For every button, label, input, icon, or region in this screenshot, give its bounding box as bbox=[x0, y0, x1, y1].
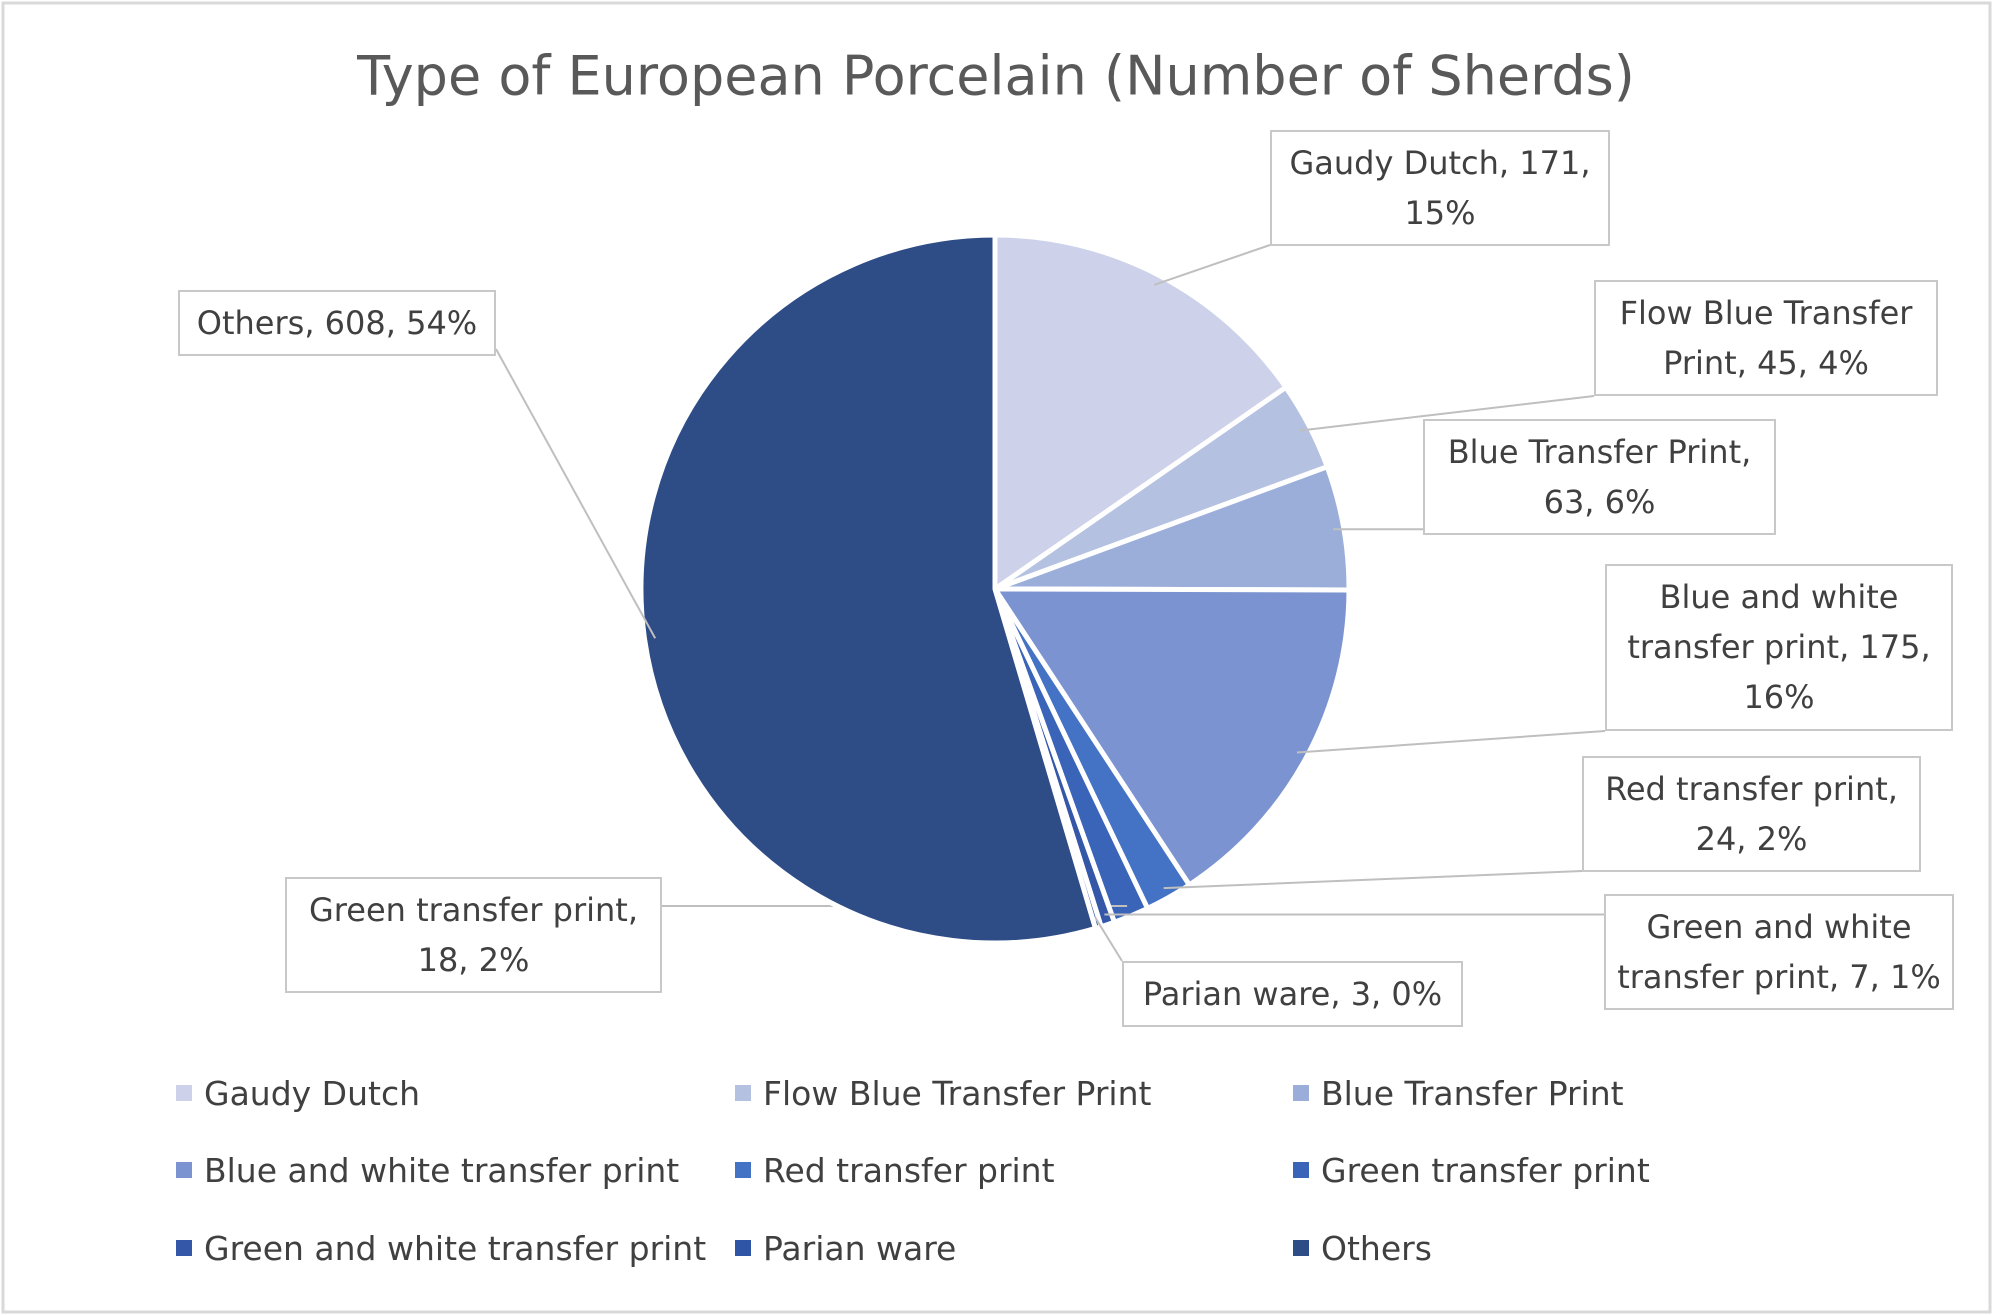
legend-label: Others bbox=[1321, 1229, 1432, 1268]
legend-entry: Green and white transfer print bbox=[176, 1229, 706, 1268]
legend-swatch bbox=[176, 1161, 192, 1178]
data-label: Green and white transfer print, 7, 1% bbox=[1604, 894, 1954, 1010]
pie-slice bbox=[638, 232, 1099, 946]
data-label: Green transfer print, 18, 2% bbox=[285, 877, 662, 993]
leader-line bbox=[1296, 730, 1606, 754]
legend-swatch bbox=[1293, 1084, 1309, 1101]
data-label: Blue Transfer Print, 63, 6% bbox=[1423, 419, 1776, 535]
legend-entry: Others bbox=[1293, 1229, 1432, 1268]
legend-label: Red transfer print bbox=[763, 1151, 1055, 1190]
legend-swatch bbox=[1293, 1239, 1309, 1256]
leader-line bbox=[1163, 870, 1583, 890]
data-label: Parian ware, 3, 0% bbox=[1122, 961, 1463, 1027]
data-label: Gaudy Dutch, 171, 15% bbox=[1270, 130, 1610, 246]
legend-label: Green transfer print bbox=[1321, 1151, 1650, 1190]
chart-title: Type of European Porcelain (Number of Sh… bbox=[356, 45, 1635, 108]
legend-entry: Gaudy Dutch bbox=[176, 1074, 420, 1113]
legend-entry: Blue Transfer Print bbox=[1293, 1074, 1624, 1113]
data-label: Blue and white transfer print, 175, 16% bbox=[1605, 564, 1953, 731]
leader-line bbox=[1299, 395, 1595, 432]
leader-line bbox=[1153, 244, 1271, 286]
legend-swatch bbox=[176, 1084, 192, 1101]
legend-entry: Parian ware bbox=[735, 1229, 956, 1268]
leader-line bbox=[1094, 916, 1123, 962]
pie-slice bbox=[990, 586, 1352, 889]
pie-slice bbox=[992, 232, 1290, 594]
data-label: Others, 608, 54% bbox=[178, 290, 496, 356]
legend-label: Flow Blue Transfer Print bbox=[763, 1074, 1152, 1113]
legend-entry: Green transfer print bbox=[1293, 1151, 1650, 1190]
legend-entry: Blue and white transfer print bbox=[176, 1151, 679, 1190]
legend-swatch bbox=[735, 1084, 751, 1101]
data-label: Red transfer print, 24, 2% bbox=[1582, 756, 1921, 872]
legend-label: Parian ware bbox=[763, 1229, 957, 1268]
legend-swatch bbox=[735, 1161, 751, 1178]
legend-swatch bbox=[1293, 1161, 1309, 1178]
legend-swatch bbox=[176, 1239, 192, 1256]
legend-label: Blue Transfer Print bbox=[1321, 1074, 1624, 1113]
legend-label: Blue and white transfer print bbox=[204, 1151, 680, 1190]
legend-label: Gaudy Dutch bbox=[204, 1074, 420, 1113]
leader-line bbox=[495, 348, 657, 639]
legend-swatch bbox=[735, 1239, 751, 1256]
data-label: Flow Blue Transfer Print, 45, 4% bbox=[1594, 280, 1938, 396]
legend-entry: Red transfer print bbox=[735, 1151, 1055, 1190]
legend-entry: Flow Blue Transfer Print bbox=[735, 1074, 1151, 1113]
legend-label: Green and white transfer print bbox=[204, 1229, 707, 1268]
